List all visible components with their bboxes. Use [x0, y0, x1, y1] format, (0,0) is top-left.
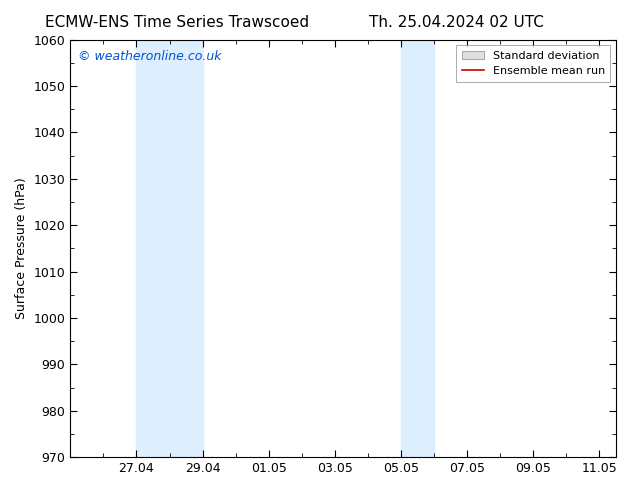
Text: ECMW-ENS Time Series Trawscoed: ECMW-ENS Time Series Trawscoed	[46, 15, 309, 30]
Text: Th. 25.04.2024 02 UTC: Th. 25.04.2024 02 UTC	[369, 15, 544, 30]
Text: © weatheronline.co.uk: © weatheronline.co.uk	[79, 50, 222, 63]
Legend: Standard deviation, Ensemble mean run: Standard deviation, Ensemble mean run	[456, 45, 611, 82]
Bar	[136, 40, 203, 457]
Y-axis label: Surface Pressure (hPa): Surface Pressure (hPa)	[15, 177, 28, 319]
Bar	[401, 40, 434, 457]
